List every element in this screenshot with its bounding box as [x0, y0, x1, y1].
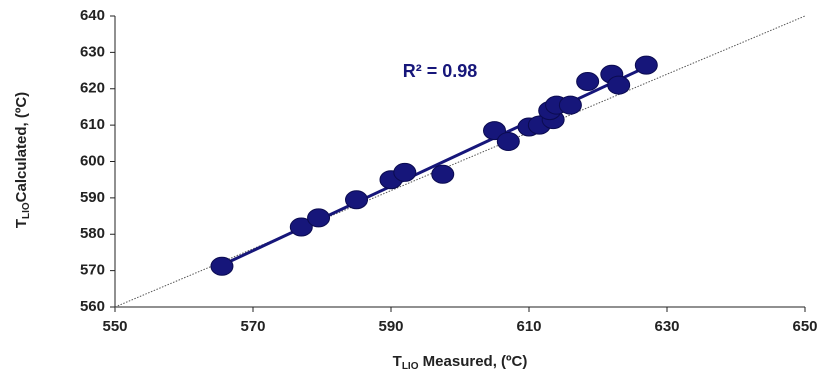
y-tick-label: 570	[80, 262, 105, 279]
reference-line	[114, 15, 806, 308]
y-title-rest: Calculated, (ºC)	[13, 92, 30, 203]
y-tick-label: 630	[80, 43, 105, 60]
x-axis-title: TLIO Measured, (ºC)	[393, 353, 528, 372]
data-point	[345, 190, 368, 210]
y-title-main: T	[13, 219, 30, 228]
data-point	[607, 75, 631, 95]
x-tick-label: 590	[378, 318, 403, 335]
data-point	[307, 208, 331, 228]
trend-line	[221, 65, 647, 267]
r-squared-annotation: R² = 0.98	[403, 61, 478, 81]
y-tick-label: 580	[80, 225, 105, 242]
y-tick-label: 590	[80, 189, 105, 206]
data-point	[634, 55, 658, 75]
x-tick-label: 550	[102, 318, 127, 335]
x-tick-label: 610	[516, 318, 541, 335]
x-tick-label: 570	[240, 318, 265, 335]
data-point	[558, 95, 582, 115]
y-tick-label: 600	[80, 152, 105, 169]
y-axis-title: TLIOCalculated, (ºC)	[13, 92, 32, 228]
x-title-main: T	[393, 353, 402, 370]
data-point	[289, 217, 313, 237]
x-title-rest: Measured, (ºC)	[419, 353, 528, 370]
y-tick-label: 640	[80, 7, 105, 24]
data-point	[576, 71, 600, 91]
data-point	[393, 162, 417, 182]
y-tick-label: 610	[80, 116, 105, 133]
data-point	[431, 164, 455, 184]
x-tick-label: 630	[654, 318, 679, 335]
data-point	[496, 131, 520, 151]
x-tick-label: 650	[792, 318, 817, 335]
y-title-sub: LIO	[21, 202, 32, 219]
x-title-sub: LIO	[402, 361, 419, 372]
data-point	[210, 256, 234, 276]
y-tick-label: 560	[80, 298, 105, 315]
y-tick-label: 620	[80, 80, 105, 97]
